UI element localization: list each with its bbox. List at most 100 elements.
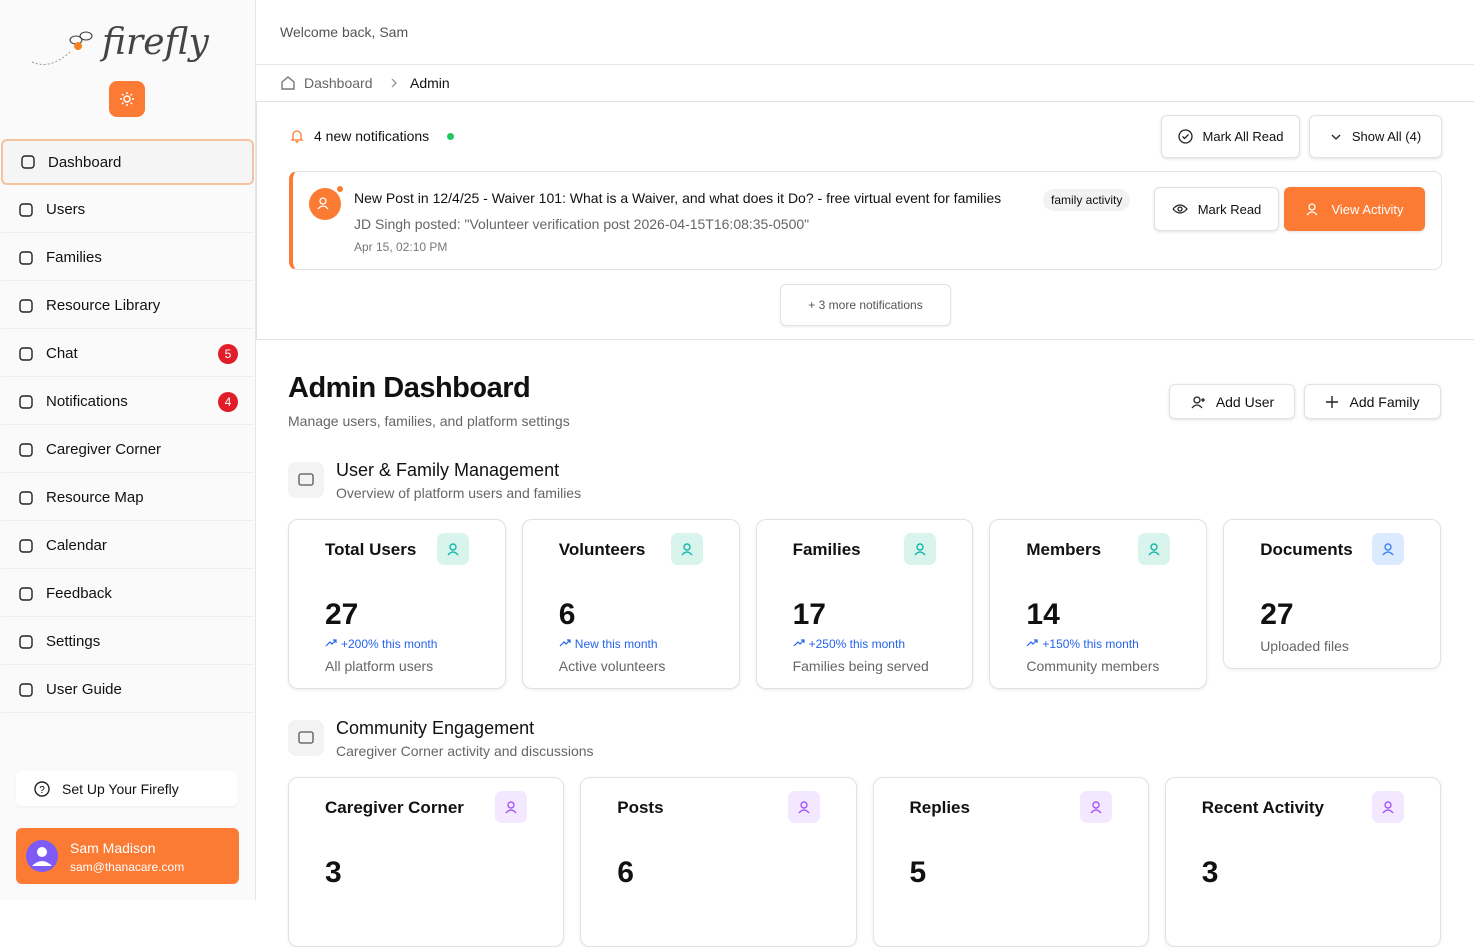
nav-label: Chat [46, 345, 78, 362]
label: Mark All Read [1202, 129, 1284, 144]
card-icon [1372, 791, 1404, 823]
nav-item[interactable]: Dashboard [1, 139, 254, 185]
card-value: 6 [617, 856, 634, 889]
nav-item[interactable]: Calendar [1, 523, 254, 569]
stat-card: Documents 27 Uploaded files [1223, 519, 1441, 669]
nav-label: Families [46, 249, 102, 266]
trend-text: +250% this month [808, 637, 905, 651]
card-icon [787, 791, 820, 823]
section-title: User & Family Management [336, 460, 560, 480]
breadcrumb-current: Admin [410, 75, 450, 91]
user-email: sam@thanacare.com [70, 860, 185, 874]
nav-item[interactable]: User Guide [1, 667, 254, 713]
stat-card: Recent Activity 3 [1164, 777, 1441, 947]
card-value: 27 [1260, 598, 1294, 631]
sidebar: firefly Dashboard Users Families Resource L… [0, 0, 256, 900]
card-value: 14 [1026, 598, 1060, 631]
user-card[interactable]: Sam Madison sam@thanacare.com [16, 828, 239, 884]
welcome: Welcome back, Sam [280, 24, 409, 40]
card-icon [904, 533, 937, 565]
card-caption: Uploaded files [1260, 638, 1349, 654]
nav-label: Resource Library [46, 297, 161, 314]
view-activity[interactable]: View Activity [1284, 187, 1425, 231]
card-title: Documents [1260, 540, 1353, 559]
label: Add Family [1349, 393, 1420, 410]
nav-item[interactable]: Caregiver Corner [1, 427, 254, 473]
section-subtitle: Caregiver Corner activity and discussion… [336, 743, 594, 759]
notification-time: Apr 15, 02:10 PM [354, 240, 448, 254]
stat-card: Caregiver Corner 3 [288, 777, 565, 947]
nav-label: Notifications [46, 393, 128, 410]
section-subtitle: Overview of platform users and families [336, 485, 582, 501]
card-title: Members [1026, 540, 1102, 559]
nav-label: Caregiver Corner [46, 441, 162, 458]
card-title: Total Users [325, 540, 417, 559]
nav-label: User Guide [46, 681, 122, 698]
nav-label: Users [46, 201, 86, 218]
stat-card: Total Users 27 +200% this month All platfor… [288, 519, 506, 689]
show-all[interactable]: Show All (4) [1309, 115, 1442, 158]
nav-item[interactable]: Feedback [1, 571, 254, 617]
more-notifications[interactable]: + 3 more notifications [780, 284, 951, 326]
nav-item[interactable]: Chat 5 [1, 331, 254, 377]
setup-button[interactable]: ? Set Up Your Firefly [16, 771, 238, 806]
card-title: Posts [617, 798, 664, 817]
card-value: 17 [792, 598, 826, 631]
card-value: 6 [558, 598, 576, 631]
card-trend: New this month [559, 637, 658, 651]
setup-label: Set Up Your Firefly [62, 780, 179, 797]
card-value: 5 [909, 856, 927, 889]
nav-label: Dashboard [48, 153, 122, 171]
trend-text: New this month [574, 637, 658, 651]
nav-item[interactable]: Families [1, 235, 254, 281]
card-title: Caregiver Corner [325, 798, 464, 817]
theme-toggle[interactable] [109, 81, 145, 117]
stat-card: Volunteers 6 New this month Active voluntee… [521, 519, 740, 689]
svg-text:?: ? [39, 785, 45, 796]
card-title: Volunteers [558, 540, 646, 559]
status-dot [447, 133, 454, 140]
nav-item[interactable]: Resource Library [1, 283, 254, 329]
notification-item: New Post in 12/4/25 - Waiver 101: What i… [289, 171, 1442, 270]
card-trend: +200% this month [325, 637, 437, 651]
card-icon [1138, 533, 1171, 565]
nav-label: Resource Map [46, 489, 144, 506]
notification-title: New Post in 12/4/25 - Waiver 101: What i… [354, 190, 1002, 206]
section-title: Community Engagement [336, 718, 535, 738]
stat-card: Families 17 +250% this month Families being… [755, 519, 974, 689]
card-value: 3 [325, 856, 342, 889]
label: Show All (4) [1351, 129, 1422, 144]
notification-summary: 4 new notifications [314, 128, 430, 144]
nav-item[interactable]: Users [1, 187, 254, 233]
card-title: Recent Activity [1201, 798, 1324, 817]
unread-dot [335, 184, 345, 194]
card-icon [1079, 791, 1112, 823]
card-value: 3 [1201, 856, 1219, 889]
tag: family activity [1043, 189, 1131, 211]
card-value: 27 [325, 598, 359, 631]
mark-read[interactable]: Mark Read [1154, 187, 1279, 231]
page-subtitle: Manage users, families, and platform set… [288, 413, 570, 429]
nav-label: Settings [46, 633, 101, 650]
mark-all-read[interactable]: Mark All Read [1161, 115, 1300, 158]
nav-item[interactable]: Resource Map [1, 475, 254, 521]
card-trend: +250% this month [793, 637, 905, 651]
card-icon [436, 533, 469, 565]
nav-item[interactable]: Settings [1, 619, 254, 665]
nav-item[interactable]: Notifications 4 [1, 379, 254, 425]
breadcrumb-link[interactable]: Dashboard [304, 75, 373, 91]
card-icon [670, 533, 703, 565]
trend-text: +200% this month [341, 637, 438, 651]
card-caption: Active volunteers [558, 658, 666, 674]
card-caption: All platform users [325, 658, 434, 674]
add-user[interactable]: Add User [1169, 384, 1295, 419]
card-caption: Families being served [792, 658, 929, 674]
nav-badge: 5 [218, 343, 238, 364]
home-icon [281, 76, 295, 90]
add-family[interactable]: Add Family [1304, 384, 1441, 419]
card-caption: Community members [1026, 658, 1160, 674]
label: Add User [1215, 393, 1275, 410]
page-title: Admin Dashboard [288, 372, 531, 404]
section-icon [288, 720, 324, 756]
